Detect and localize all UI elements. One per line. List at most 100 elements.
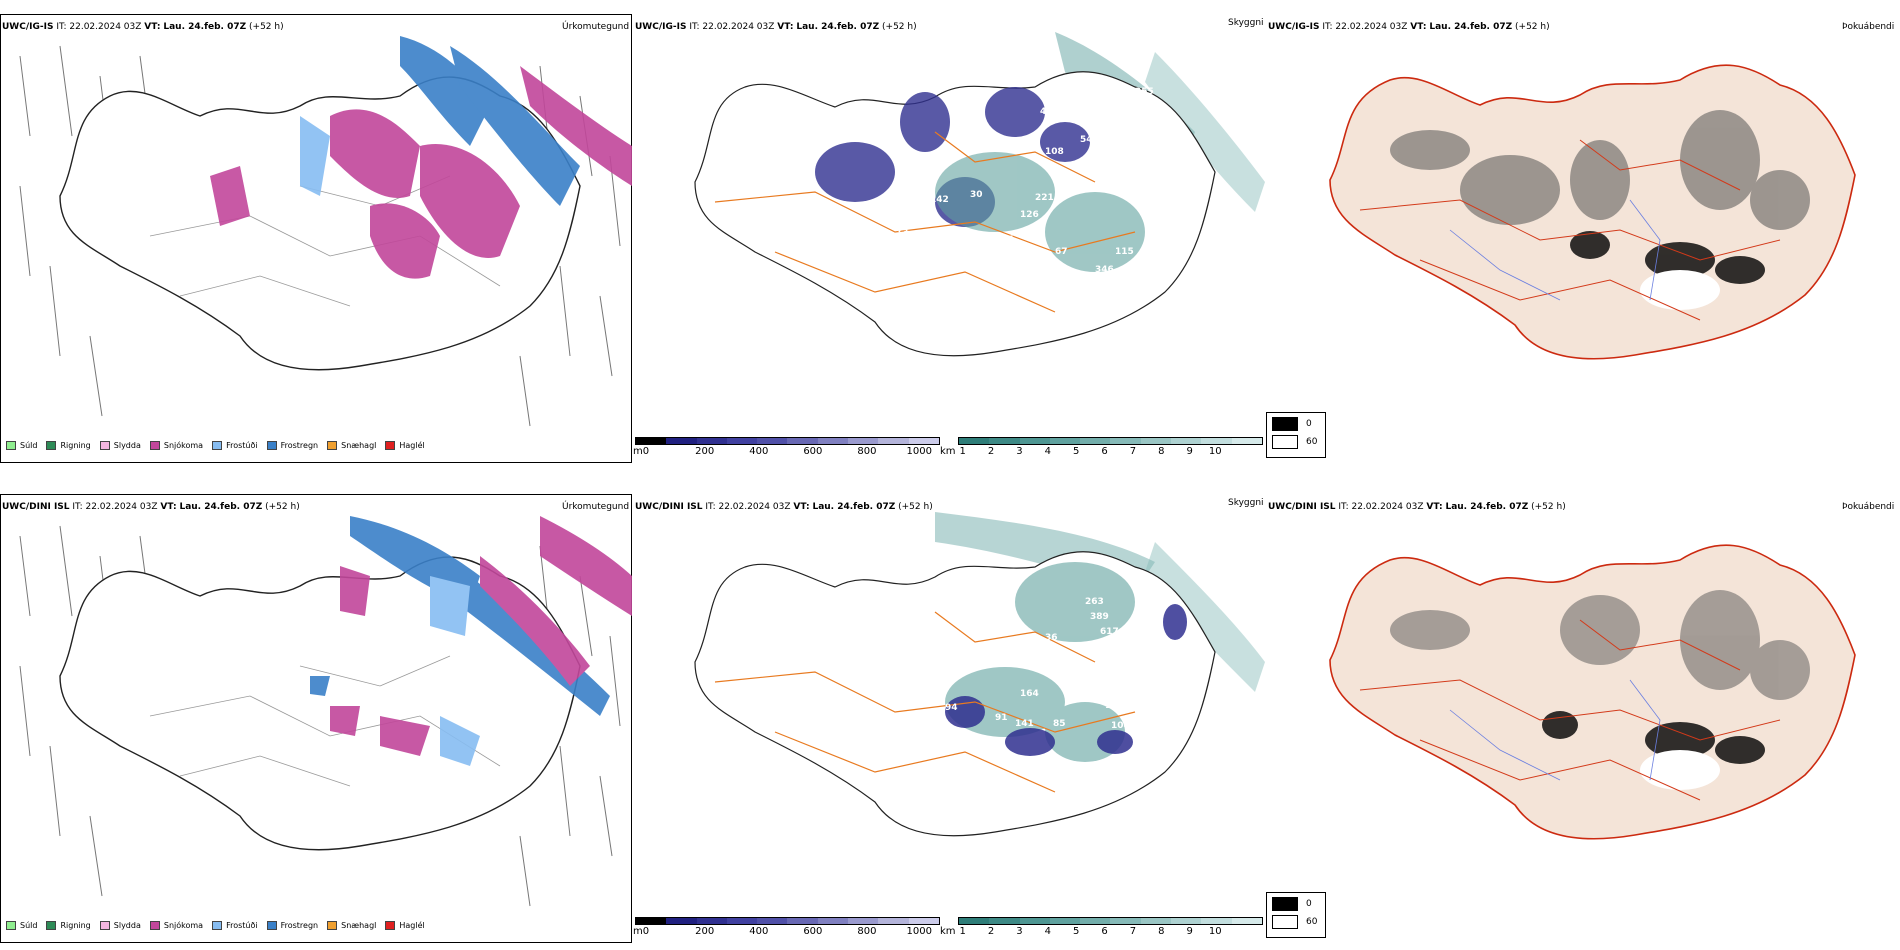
visibility-value-label: 168	[1060, 185, 1079, 195]
legend-swatch	[46, 921, 57, 930]
visibility-value-label: 189	[1105, 701, 1124, 711]
fog-label: 60	[1306, 917, 1318, 927]
panel-header: UWC/DINI ISL IT: 22.02.2024 03Z VT: Lau.…	[1268, 502, 1566, 512]
visibility-value-label: 617	[1100, 627, 1119, 637]
vt-label: VT:	[777, 22, 794, 32]
elevation-scale-ticks: m0 200 400 600 800 1000	[633, 446, 932, 457]
scale-tick: 8	[1158, 446, 1165, 457]
precip-legend: Súld Rigning Slydda Snjókoma Frostúði Fr…	[6, 441, 425, 450]
fog-label: 0	[1306, 899, 1312, 909]
visibility-value-label: 132	[825, 217, 844, 227]
scale-tick: 6	[1101, 446, 1108, 457]
panel-header: UWC/IG-IS IT: 22.02.2024 03Z VT: Lau. 24…	[1268, 22, 1550, 32]
scale-tick: 0	[642, 926, 650, 937]
fog-swatch	[1272, 417, 1298, 431]
it-label: IT:	[56, 22, 67, 32]
legend-swatch	[99, 921, 110, 930]
legend-item: Snæhagl	[327, 441, 376, 450]
scale-tick: 400	[749, 446, 769, 457]
fog-legend: 0 60	[1266, 892, 1326, 938]
visibility-value-label: 94	[945, 703, 958, 713]
vt-value: Lau. 24.feb. 07Z	[179, 502, 263, 512]
legend-item: Rigning	[46, 921, 91, 930]
vt-value: Lau. 24.feb. 07Z	[1445, 502, 1529, 512]
visibility-value-label: 221	[1035, 193, 1054, 203]
row-bottom: UWC/DINI ISL IT: 22.02.2024 03Z VT: Lau.…	[0, 480, 1900, 950]
legend-item: Frostúði	[212, 441, 258, 450]
visibility-value-label: 198	[1055, 175, 1074, 185]
fog-legend-row: 0	[1272, 417, 1320, 431]
it-value: 22.02.2024 03Z	[85, 502, 158, 512]
visibility-value-label: 164	[1020, 689, 1039, 699]
visibility-scale-bar	[958, 917, 1263, 925]
scale-tick: 1	[959, 926, 966, 937]
visibility-scale-bar	[958, 437, 1263, 445]
panel-title: Þokuábendi	[1842, 22, 1895, 32]
scale-tick: 7	[1129, 926, 1137, 937]
scale-tick: 10	[1208, 446, 1222, 457]
visibility-scale-ticks: km 1 2 3 4 5 6 7 8 9 10	[940, 446, 1222, 457]
scale-tick: 1000	[906, 926, 932, 937]
visibility-value-label: 78	[875, 245, 888, 255]
it-value: 22.02.2024 03Z	[69, 22, 142, 32]
it-value: 22.02.2024 03Z	[1351, 502, 1424, 512]
visibility-value-label: 36	[1045, 633, 1058, 643]
vt-label: VT:	[1410, 22, 1427, 32]
precip-type-frame	[0, 14, 632, 463]
visibility-value-label: 346	[1095, 265, 1114, 275]
fog-legend-row: 0	[1272, 897, 1320, 911]
legend-item: Frostregn	[266, 441, 319, 450]
scale-tick: 9	[1186, 446, 1193, 457]
fog-label: 0	[1306, 419, 1312, 429]
row-top: UWC/IG-IS IT: 22.02.2024 03Z VT: Lau. 24…	[0, 0, 1900, 470]
visibility-value-label: 115	[1115, 247, 1134, 257]
legend-label: Snjókoma	[163, 441, 204, 450]
legend-item: Súld	[6, 921, 37, 930]
panel-header: UWC/DINI ISL IT: 22.02.2024 03Z VT: Lau.…	[635, 502, 933, 512]
scale-tick: 5	[1073, 446, 1080, 457]
legend-swatch	[385, 441, 396, 450]
legend-swatch	[6, 921, 16, 930]
legend-label: Snæhagl	[341, 921, 377, 930]
scale-tick: 600	[803, 446, 823, 457]
legend-item: Slydda	[99, 921, 141, 930]
scale-tick: 3	[1016, 446, 1023, 457]
visibility-map: 263 389 617 104 36 120 164 94 91 141 85 …	[694, 512, 1265, 837]
panel-title: Skyggni	[1228, 498, 1264, 508]
model-name: UWC/DINI ISL	[635, 502, 703, 512]
legend-label: Slydda	[113, 441, 141, 450]
vt-label: VT:	[1426, 502, 1443, 512]
fog-legend-row: 60	[1272, 915, 1320, 929]
visibility-value-label: 126	[1020, 210, 1039, 220]
scale-tick: 400	[749, 926, 769, 937]
scale-tick: 7	[1129, 446, 1137, 457]
legend-item: Frostúði	[212, 921, 258, 930]
legend-swatch	[266, 921, 277, 930]
it-value: 22.02.2024 03Z	[718, 502, 791, 512]
legend-label: Súld	[20, 441, 38, 450]
visibility-value-label: 139	[905, 195, 924, 205]
visibility-value-label: 104	[1135, 627, 1154, 637]
fog-indicator-map	[1329, 64, 1856, 360]
fog-swatch	[1272, 915, 1298, 929]
legend-item: Snjókoma	[149, 441, 204, 450]
it-label: IT:	[1338, 502, 1349, 512]
legend-item: Haglél	[385, 921, 425, 930]
visibility-value-label: 67	[1055, 247, 1068, 257]
vt-value: Lau. 24.feb. 07Z	[812, 502, 896, 512]
legend-label: Frostregn	[280, 441, 319, 450]
model-name: UWC/IG-IS	[1268, 22, 1320, 32]
precip-type-map	[19, 516, 632, 907]
legend-label: Haglél	[399, 921, 425, 930]
it-label: IT:	[705, 502, 716, 512]
legend-swatch	[6, 441, 16, 450]
model-name: UWC/IG-IS	[2, 22, 54, 32]
lead-time: (+52 h)	[249, 22, 284, 32]
visibility-value-label: 64	[1180, 185, 1193, 195]
legend-item: Súld	[6, 441, 37, 450]
visibility-value-label: 631	[1090, 120, 1109, 130]
fog-legend-row: 60	[1272, 435, 1320, 449]
visibility-value-label: 202	[1085, 97, 1104, 107]
visibility-scale-ticks: km 1 2 3 4 5 6 7 8 9 10	[940, 926, 1222, 937]
visibility-value-label: 71	[897, 225, 910, 235]
